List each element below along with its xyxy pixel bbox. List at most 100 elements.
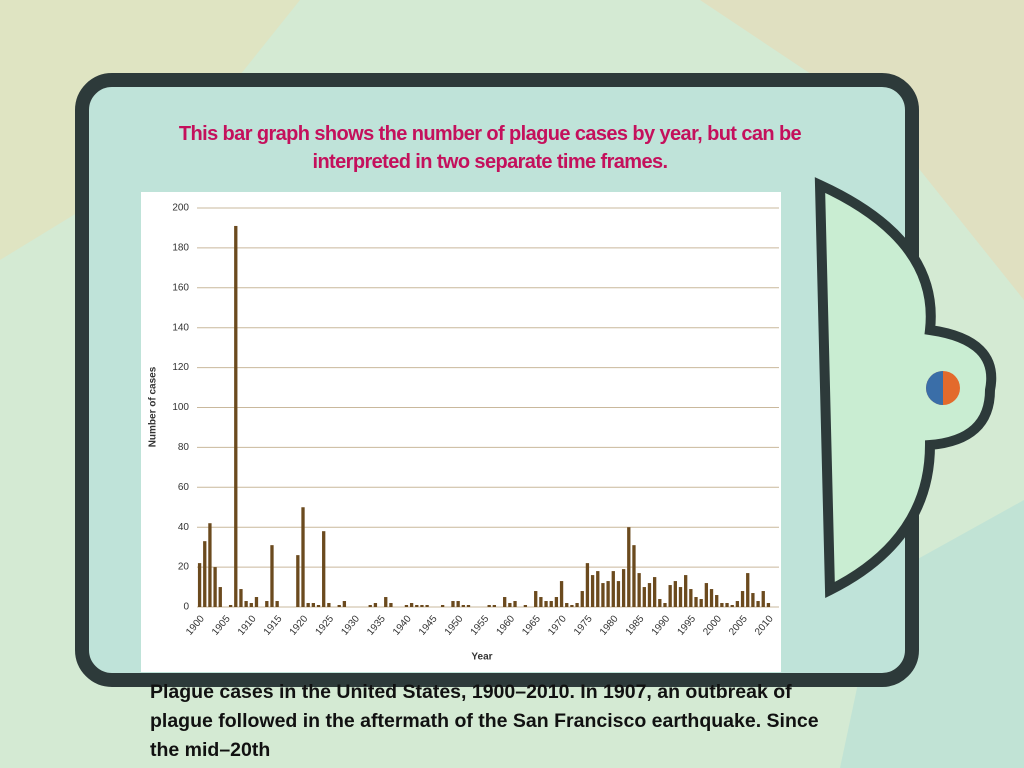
bar xyxy=(575,603,579,607)
bar xyxy=(451,601,455,607)
bar xyxy=(585,563,590,607)
bar xyxy=(244,601,248,607)
bar xyxy=(523,605,528,607)
bar xyxy=(709,589,714,607)
bar xyxy=(492,605,496,607)
bar xyxy=(228,605,233,607)
bar xyxy=(616,581,621,607)
bar xyxy=(456,601,460,607)
bar xyxy=(715,595,719,607)
bar xyxy=(409,603,414,607)
bar xyxy=(751,593,755,607)
bar xyxy=(766,603,771,607)
y-tick-label: 60 xyxy=(178,482,190,493)
bar xyxy=(565,603,569,607)
y-tick-label: 100 xyxy=(172,402,189,413)
bar xyxy=(368,605,372,607)
y-tick-label: 0 xyxy=(183,602,189,613)
slide-caption: Plague cases in the United States, 1900–… xyxy=(150,681,819,761)
chart: Year Number of cases 0 20 40 60 80 100 120 140 1… xyxy=(141,192,781,672)
bar xyxy=(270,545,274,607)
bar xyxy=(311,603,316,607)
y-tick-label: 120 xyxy=(172,362,189,373)
bar xyxy=(606,581,610,607)
bar xyxy=(197,563,202,607)
bar xyxy=(761,591,765,607)
bar xyxy=(249,603,253,607)
bar xyxy=(756,601,760,607)
bar xyxy=(539,597,543,607)
y-tick-label: 140 xyxy=(172,322,189,333)
bar xyxy=(389,603,393,607)
bar xyxy=(301,507,305,607)
bar xyxy=(461,605,465,607)
bar xyxy=(342,601,347,607)
bar xyxy=(632,545,636,607)
bar xyxy=(254,597,259,607)
bar xyxy=(208,523,212,607)
bar xyxy=(730,605,734,607)
bar xyxy=(404,605,409,607)
bar xyxy=(621,569,626,607)
bar xyxy=(596,571,600,607)
bar xyxy=(663,603,667,607)
bar xyxy=(508,603,512,607)
bar xyxy=(570,605,574,607)
bar xyxy=(373,603,378,607)
bar xyxy=(694,597,698,607)
y-tick-label: 80 xyxy=(178,442,190,453)
bar xyxy=(275,601,279,607)
bar xyxy=(652,577,657,607)
bar xyxy=(513,601,517,607)
bar xyxy=(265,601,269,607)
bar xyxy=(440,605,445,607)
bar xyxy=(590,575,595,607)
y-tick-label: 20 xyxy=(178,562,190,573)
y-tick-label: 40 xyxy=(178,522,190,533)
bar xyxy=(740,591,745,607)
bar xyxy=(642,587,646,607)
bar xyxy=(487,605,491,607)
bar xyxy=(337,605,341,607)
bar xyxy=(580,591,584,607)
bar xyxy=(601,583,605,607)
bar xyxy=(415,605,419,607)
bar xyxy=(627,527,631,607)
x-axis-title: Year xyxy=(471,652,492,663)
bar xyxy=(720,603,724,607)
bar xyxy=(704,583,709,607)
bar xyxy=(534,591,538,607)
bar xyxy=(296,555,300,607)
bar xyxy=(544,601,548,607)
bar xyxy=(420,605,424,607)
bar xyxy=(637,573,641,607)
y-axis-title: Number of cases xyxy=(148,366,159,447)
bar xyxy=(425,605,429,607)
y-tick-label: 160 xyxy=(172,282,189,293)
bar xyxy=(678,587,683,607)
bar xyxy=(322,531,326,607)
bar xyxy=(559,581,564,607)
bar xyxy=(213,567,217,607)
bar xyxy=(647,583,652,607)
bar xyxy=(689,589,693,607)
bar xyxy=(327,603,331,607)
bar xyxy=(306,603,310,607)
bar xyxy=(746,573,750,607)
bar xyxy=(239,589,243,607)
bar xyxy=(668,585,672,607)
bar xyxy=(611,571,615,607)
bar xyxy=(735,601,740,607)
bar xyxy=(684,575,688,607)
bar xyxy=(554,597,559,607)
slide-heading: This bar graph shows the number of plagu… xyxy=(178,123,802,173)
bar xyxy=(549,601,553,607)
bar xyxy=(384,597,388,607)
y-tick-label: 200 xyxy=(172,203,189,214)
bar xyxy=(699,599,703,607)
bar xyxy=(316,605,321,607)
bar xyxy=(673,581,677,607)
bar xyxy=(466,605,471,607)
bar xyxy=(503,597,507,607)
